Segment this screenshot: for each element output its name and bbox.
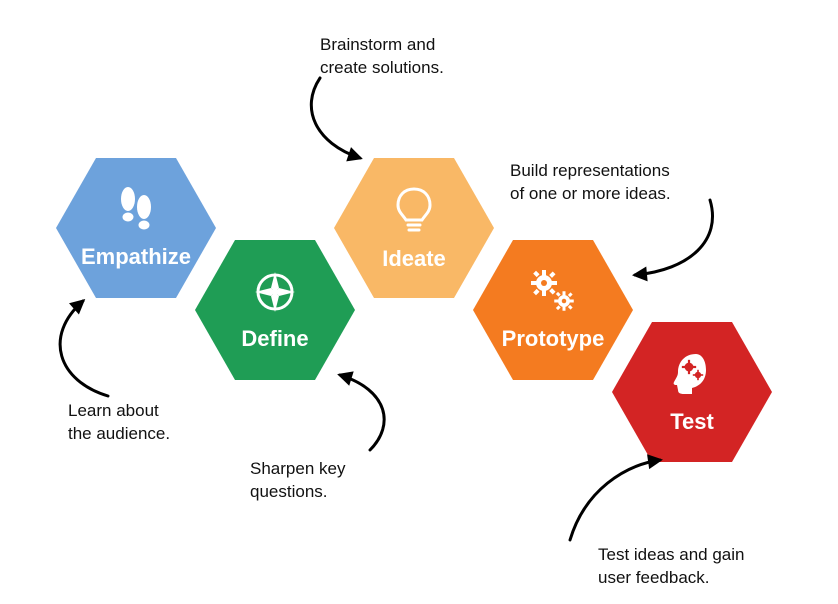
head-gears-icon (668, 350, 716, 403)
caption-empathize: Learn about the audience. (68, 400, 170, 446)
hex-ideate: Ideate (334, 158, 494, 298)
gears-icon (528, 269, 578, 320)
caption-define: Sharpen key questions. (250, 458, 345, 504)
arrow-prototype (620, 200, 730, 290)
compass-icon (252, 269, 298, 320)
caption-test: Test ideas and gain user feedback. (598, 544, 745, 590)
hex-test-label: Test (670, 409, 714, 435)
arrow-test (560, 450, 670, 545)
hex-prototype-label: Prototype (502, 326, 605, 352)
caption-prototype: Build representations of one or more ide… (510, 160, 671, 206)
hex-define: Define (195, 240, 355, 380)
arrow-empathize (38, 296, 128, 406)
hex-test: Test (612, 322, 772, 462)
design-thinking-diagram: Empathize Define (0, 0, 838, 604)
lightbulb-icon (394, 185, 434, 240)
arrow-ideate (290, 78, 380, 168)
hex-empathize: Empathize (56, 158, 216, 298)
footprints-icon (113, 187, 159, 238)
hex-define-label: Define (241, 326, 308, 352)
hex-empathize-label: Empathize (81, 244, 191, 270)
hex-ideate-label: Ideate (382, 246, 446, 272)
arrow-define (310, 370, 410, 460)
caption-ideate: Brainstorm and create solutions. (320, 34, 444, 80)
hex-prototype: Prototype (473, 240, 633, 380)
